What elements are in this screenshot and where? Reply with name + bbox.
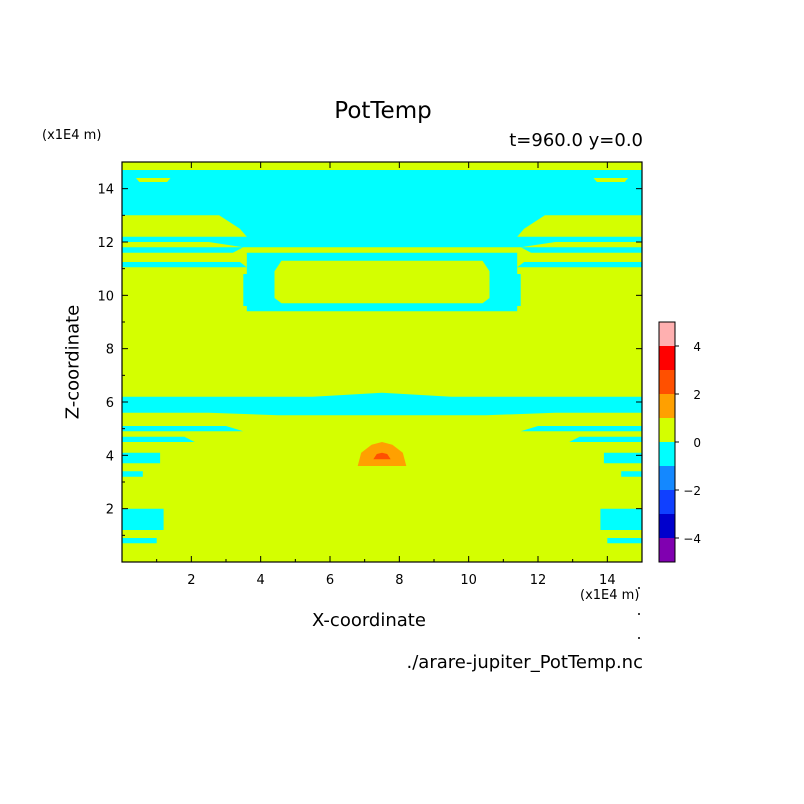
y-tick-label: 12 (97, 236, 114, 251)
colorbar-swatch (659, 394, 675, 418)
x-tick-label: 10 (460, 573, 477, 588)
contour-streak (136, 178, 171, 182)
y-tick-label: 10 (97, 289, 114, 304)
colorbar-swatch (659, 442, 675, 466)
colorbar: −4 −2 0 2 4 (659, 322, 701, 562)
contour-streak (122, 426, 243, 431)
contour-streak (607, 538, 642, 543)
contour-streak (517, 262, 642, 267)
contour-streak (604, 453, 642, 464)
colorbar-swatch (659, 418, 675, 442)
corner-marks (638, 587, 640, 639)
contour-streak (122, 471, 143, 476)
contour-field (122, 162, 642, 562)
colorbar-swatch (659, 466, 675, 490)
x-tick-label: 8 (395, 573, 403, 588)
colorbar-label: −4 (683, 532, 701, 546)
contour-region-ring-core (275, 261, 490, 304)
colorbar-label: 4 (693, 340, 701, 354)
colorbar-swatch (659, 322, 675, 346)
colorbar-swatch (659, 346, 675, 370)
contour-streak (594, 178, 629, 182)
contour-streak (122, 437, 195, 442)
y-tick-label: 8 (106, 343, 114, 358)
colorbar-label: 2 (693, 388, 701, 402)
x-tick-label: 2 (187, 573, 195, 588)
y-tick-label: 2 (106, 503, 114, 518)
colorbar-label: −2 (683, 484, 701, 498)
contour-region-lower-left (122, 509, 164, 530)
contour-streak (122, 247, 243, 252)
colorbar-swatch (659, 490, 675, 514)
x-tick-label: 12 (530, 573, 547, 588)
contour-streak (569, 437, 642, 442)
x-tick-label: 4 (257, 573, 265, 588)
contour-streak (122, 262, 247, 267)
colorbar-swatch (659, 514, 675, 538)
contour-streak (243, 274, 253, 306)
x-tick-label: 14 (599, 573, 616, 588)
contour-streak (122, 453, 160, 464)
corner-dot (638, 587, 640, 589)
contour-streak (621, 471, 642, 476)
corner-dot (638, 637, 640, 639)
contour-streak (510, 274, 520, 306)
y-tick-label: 4 (106, 449, 114, 464)
x-tick-label: 6 (326, 573, 334, 588)
contour-streak (122, 538, 157, 543)
colorbar-swatch (659, 370, 675, 394)
y-tick-label: 6 (106, 396, 114, 411)
corner-dot (638, 613, 640, 615)
contour-streak (521, 426, 642, 431)
colorbar-swatch (659, 538, 675, 562)
colorbar-label: 0 (693, 436, 701, 450)
contour-streak (521, 247, 642, 252)
y-tick-label: 14 (97, 183, 114, 198)
contour-region-lower-right (600, 509, 642, 530)
